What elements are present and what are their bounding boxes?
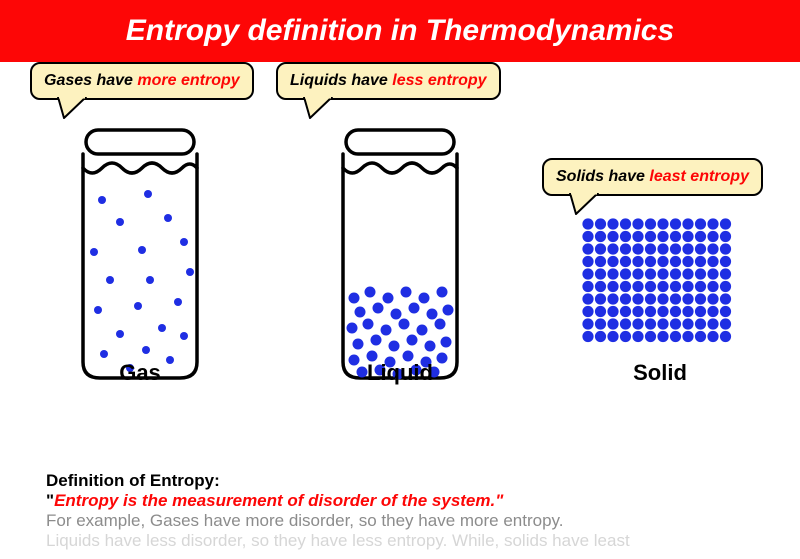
definition-line1: For example, Gases have more disorder, s… — [46, 511, 766, 531]
bubble-gas: Gases have more entropy — [30, 62, 254, 100]
definition-block: Definition of Entropy: "Entropy is the m… — [46, 471, 766, 551]
jar-gas — [50, 122, 230, 387]
title-text: Entropy definition in Thermodynamics — [126, 14, 674, 47]
title-banner: Entropy definition in Thermodynamics — [0, 0, 800, 62]
solid-grid — [530, 62, 790, 367]
definition-quote: Entropy is the measurement of disorder o… — [54, 491, 503, 510]
label-gas: Gas — [10, 360, 270, 386]
definition-quote-line: "Entropy is the measurement of disorder … — [46, 491, 766, 511]
bubble-liquid-hl: less entropy — [392, 72, 486, 89]
label-liquid: Liquid — [270, 360, 530, 386]
bubble-gas-pre: Gases have — [44, 72, 137, 89]
label-solid: Solid — [530, 360, 790, 386]
bubble-tail-icon — [302, 97, 336, 119]
quote-open: " — [46, 491, 54, 510]
bubble-gas-hl: more entropy — [137, 72, 239, 89]
jar-liquid — [310, 122, 490, 387]
bubble-liquid-pre: Liquids have — [290, 72, 392, 89]
bubble-liquid: Liquids have less entropy — [276, 62, 501, 100]
diagram-row: Gases have more entropy Gas Liquids have… — [0, 62, 800, 412]
definition-line2: Liquids have less disorder, so they have… — [46, 531, 766, 551]
definition-title: Definition of Entropy: — [46, 471, 766, 491]
bubble-tail-icon — [56, 97, 90, 119]
